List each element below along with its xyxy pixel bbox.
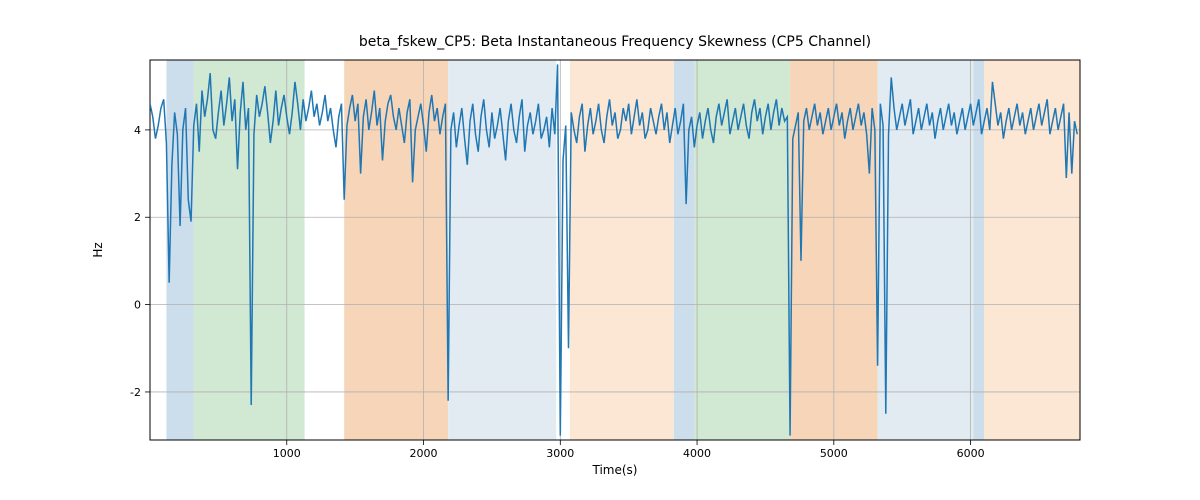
x-tick-label: 3000 [546,447,574,460]
region-band [344,60,448,440]
region-band [878,60,974,440]
x-tick-label: 2000 [410,447,438,460]
y-axis-ticks: -2 0 2 4 [130,124,150,399]
shaded-regions [166,60,1080,440]
y-tick-label: 2 [134,211,141,224]
y-tick-label: 4 [134,124,141,137]
y-axis-label: Hz [91,242,105,257]
x-tick-label: 5000 [820,447,848,460]
chart-svg: beta_fskew_CP5: Beta Instantaneous Frequ… [0,0,1200,500]
x-axis-ticks: 1000 2000 3000 4000 5000 6000 [273,440,985,460]
y-tick-label: 0 [134,299,141,312]
chart-container: beta_fskew_CP5: Beta Instantaneous Frequ… [0,0,1200,500]
x-tick-label: 4000 [683,447,711,460]
x-tick-label: 1000 [273,447,301,460]
y-tick-label: -2 [130,386,141,399]
x-tick-label: 6000 [957,447,985,460]
chart-title: beta_fskew_CP5: Beta Instantaneous Frequ… [359,34,871,50]
x-axis-label: Time(s) [592,463,638,477]
